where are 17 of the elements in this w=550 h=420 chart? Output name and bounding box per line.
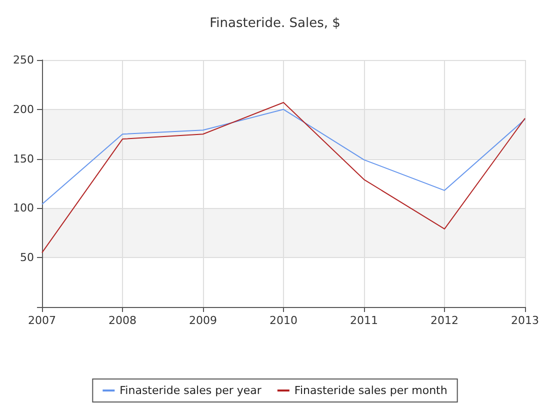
x-tick-label: 2012 [430,314,458,327]
y-tick-label: 150 [13,152,34,166]
y-tick-label: 200 [13,102,34,116]
y-tick-label: 50 [20,251,34,264]
line-series [42,108,526,205]
x-tick-label: 2011 [350,314,378,327]
line-series [42,102,526,254]
x-tick-label: 2008 [108,314,136,327]
y-tick-label: 250 [13,54,34,66]
x-tick-label: 2007 [28,314,56,327]
x-tick-label: 2009 [189,314,217,327]
x-tick-label: 2013 [511,314,540,327]
x-tick-label: 2010 [270,314,298,327]
chart-title: Finasteride. Sales, $ [210,16,340,31]
legend-label: Finasteride sales per month [294,384,448,397]
legend-label: Finasteride sales per year [120,384,262,397]
y-tick-label: 100 [13,202,34,215]
